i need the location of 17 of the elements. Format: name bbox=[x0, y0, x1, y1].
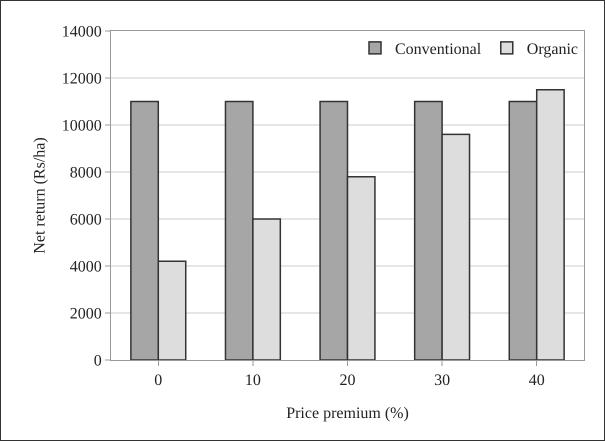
y-tick-label: 2000 bbox=[70, 306, 102, 323]
x-tick-label: 30 bbox=[434, 372, 450, 390]
y-tick-label: 12000 bbox=[62, 70, 102, 88]
y-tick-label: 0 bbox=[94, 352, 102, 370]
x-axis-title: Price premium (%) bbox=[286, 404, 409, 422]
legend-label: Organic bbox=[526, 41, 578, 58]
y-tick-label: 4000 bbox=[70, 258, 102, 276]
y-tick-label: 8000 bbox=[70, 164, 102, 182]
legend-label: Conventional bbox=[395, 41, 482, 58]
y-tick-label: 14000 bbox=[62, 24, 102, 41]
y-tick-label: 10000 bbox=[62, 118, 102, 135]
x-tick-label: 0 bbox=[154, 372, 162, 390]
x-tick-label: 40 bbox=[528, 372, 545, 390]
y-tick-label: 6000 bbox=[70, 212, 102, 229]
y-axis-title: Net return (Rs/ha) bbox=[32, 137, 49, 254]
x-tick-label: 10 bbox=[244, 372, 261, 390]
x-tick-label: 20 bbox=[340, 372, 356, 390]
